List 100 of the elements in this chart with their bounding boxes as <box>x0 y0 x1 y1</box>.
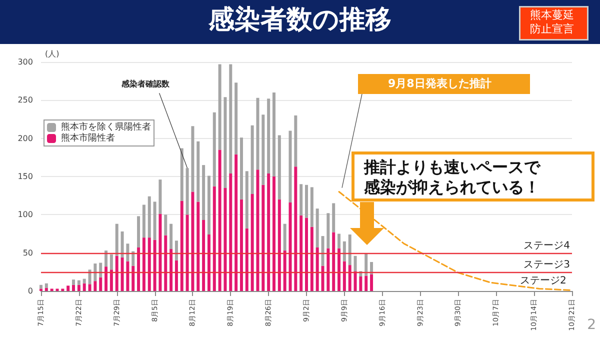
bar <box>110 254 113 270</box>
bar <box>288 130 292 202</box>
bar <box>191 192 194 291</box>
bar <box>202 165 206 220</box>
bar <box>158 180 162 214</box>
y-tick-label: 100 <box>18 210 33 220</box>
y-tick-label: 0 <box>28 286 33 296</box>
bar <box>99 262 102 278</box>
bar <box>354 256 357 272</box>
bar <box>44 288 48 291</box>
bar <box>250 125 254 194</box>
bar <box>202 220 206 291</box>
bar <box>164 214 168 236</box>
bar <box>267 98 270 174</box>
bar <box>186 168 189 215</box>
bar <box>72 284 76 291</box>
bar <box>40 284 42 289</box>
bar <box>104 266 108 291</box>
bar <box>104 250 108 267</box>
bar <box>332 203 336 232</box>
bar <box>348 234 352 266</box>
bar <box>170 224 173 250</box>
bar <box>170 249 173 291</box>
bar <box>300 184 303 216</box>
bar <box>240 138 243 200</box>
bar <box>137 247 140 291</box>
bar <box>326 248 330 291</box>
bar <box>191 126 194 192</box>
bar <box>94 264 97 282</box>
bar <box>262 184 265 291</box>
bar <box>218 150 222 291</box>
bar <box>66 286 70 291</box>
bar <box>278 135 281 200</box>
bar <box>245 171 248 228</box>
bar <box>256 170 260 291</box>
bar <box>126 244 130 262</box>
bar <box>310 187 314 227</box>
y-tick-label: 250 <box>18 96 33 105</box>
bar <box>348 265 352 291</box>
bar <box>158 214 162 291</box>
bar <box>234 154 238 291</box>
text: 熊本蔓延防止宣言 <box>530 8 574 36</box>
bar <box>115 256 118 291</box>
bar <box>294 115 298 167</box>
bar <box>99 277 102 291</box>
bar <box>148 196 151 238</box>
bar <box>316 208 319 248</box>
bar <box>82 283 86 291</box>
y-tick-label: 300 <box>18 58 33 66</box>
ref-line-label: ステージ4 <box>524 240 570 252</box>
bar <box>212 186 216 291</box>
bar <box>338 234 341 248</box>
bar <box>278 199 281 291</box>
bar <box>229 64 232 174</box>
bar <box>338 248 341 291</box>
bar <box>354 271 357 291</box>
bar <box>300 215 303 291</box>
bar <box>250 194 254 291</box>
bar <box>212 112 216 186</box>
annotation: 推計よりも速いペースで感染が抑えられている！ <box>363 158 541 196</box>
annotation: ステージ2 <box>520 275 566 286</box>
bar <box>180 148 184 201</box>
bar <box>148 238 151 291</box>
annotation: 感染者確認数 <box>120 80 170 89</box>
bar <box>342 241 346 262</box>
bar <box>207 176 210 235</box>
bar <box>321 266 324 291</box>
y-tick-label: 50 <box>22 248 33 258</box>
bar <box>364 276 368 291</box>
bar <box>305 218 308 291</box>
bar <box>180 200 184 291</box>
bar <box>120 257 124 291</box>
bar <box>267 173 270 291</box>
bar <box>332 232 336 291</box>
bar <box>153 202 156 240</box>
bar <box>142 238 146 291</box>
bar <box>370 274 374 291</box>
bar <box>321 236 324 266</box>
bar <box>256 98 260 170</box>
bar <box>174 260 178 291</box>
bar <box>88 270 92 284</box>
bar <box>262 114 265 185</box>
bar <box>153 240 156 291</box>
bar <box>132 266 135 291</box>
bar <box>110 270 113 291</box>
bar <box>305 184 308 218</box>
bar <box>218 64 222 150</box>
bar <box>115 224 118 256</box>
bar <box>224 97 227 188</box>
y-axis-title: (人) <box>45 50 60 58</box>
bar <box>310 226 314 291</box>
bar <box>186 214 189 291</box>
chart-title: 感染者数の推移 <box>208 5 392 35</box>
bar <box>207 234 210 291</box>
bar <box>132 251 135 266</box>
bar <box>44 283 48 288</box>
bar <box>174 240 178 260</box>
legend-label: 熊本市を除く県陽性者 <box>61 122 151 132</box>
bar <box>88 284 92 291</box>
bar <box>342 261 346 291</box>
